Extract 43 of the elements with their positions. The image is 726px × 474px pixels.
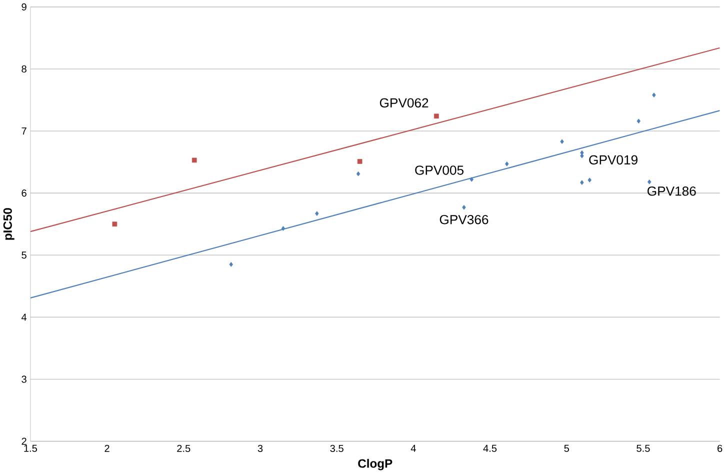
point: [580, 154, 584, 158]
point: [588, 178, 592, 183]
x-tick-label: 6: [718, 445, 722, 452]
x-axis-title: ClogP: [358, 459, 392, 470]
point: [192, 158, 197, 163]
x-tick-label: 2.5: [177, 445, 190, 452]
y-tick-label: 4: [21, 314, 27, 321]
y-tick-label: 9: [22, 4, 26, 11]
annotation: GPV005: [415, 166, 464, 176]
x-tick-label: 2: [104, 445, 110, 452]
point: [356, 172, 360, 176]
x-tick-label: 5.5: [636, 445, 650, 452]
point: [580, 180, 584, 186]
x-tick-label: 5: [564, 445, 570, 452]
y-axis-title: pIC50: [3, 208, 14, 240]
y-tick-label: 3: [22, 376, 26, 383]
x-tick-label: 4.5: [483, 445, 497, 452]
annotation: GPV062: [380, 98, 428, 108]
point: [357, 159, 362, 164]
y-tick-label: 2: [22, 438, 26, 445]
annotation: GPV366: [440, 215, 488, 224]
point: [636, 118, 640, 124]
point: [112, 222, 118, 227]
y-tick-label: 6: [22, 190, 26, 197]
y-tick-label: 7: [22, 128, 26, 135]
point: [505, 162, 509, 167]
point: [652, 92, 656, 98]
point: [470, 177, 474, 182]
point: [462, 205, 466, 210]
y-tick-label: 8: [22, 66, 26, 73]
y-tick-label: 5: [22, 252, 26, 259]
annotation: GPV186: [648, 186, 696, 196]
point: [281, 226, 286, 232]
point: [315, 211, 319, 216]
point: [229, 262, 233, 268]
x-tick-label: 3: [258, 445, 263, 452]
x-tick-label: 4: [410, 445, 416, 452]
x-tick-label: 3.5: [330, 445, 344, 452]
point: [434, 114, 439, 119]
point: [560, 139, 564, 144]
x-tick-label: 1.5: [24, 445, 38, 452]
annotation: GPV019: [589, 155, 638, 165]
point: [647, 180, 652, 185]
